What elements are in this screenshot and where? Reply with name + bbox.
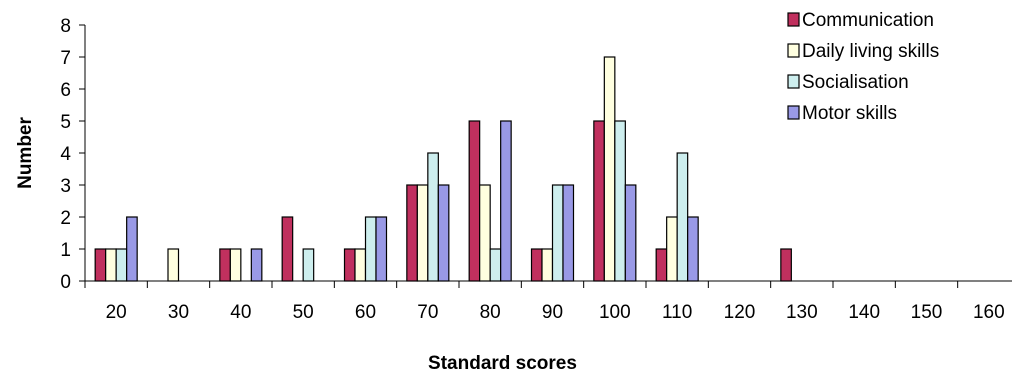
y-tick-label: 4	[60, 144, 71, 165]
bar	[551, 184, 564, 282]
bar	[624, 184, 637, 282]
bar	[603, 56, 616, 282]
bar	[406, 184, 418, 282]
bar	[229, 248, 242, 282]
y-tick-label: 1	[60, 240, 71, 261]
bar	[541, 248, 554, 282]
bar	[666, 216, 678, 282]
bar	[593, 120, 605, 282]
x-tick-label: 30	[168, 302, 189, 323]
x-tick-label: 140	[848, 302, 880, 323]
legend-label: Motor skills	[802, 103, 897, 124]
x-tick-label: 80	[480, 302, 501, 323]
bar	[780, 248, 792, 282]
bar	[302, 248, 315, 282]
legend-label: Communication	[802, 10, 934, 31]
x-tick-label: 40	[230, 302, 251, 323]
legend-swatch	[787, 12, 800, 27]
y-axis-ticks: 0 1 2 3 4 5 6 7 8	[60, 16, 85, 293]
bar	[468, 120, 481, 282]
bar	[479, 184, 491, 282]
y-tick-label: 8	[60, 16, 71, 37]
x-axis-ticks: 20 30 40 50 60 70 80 90 100 110 120 130 140 150 160	[84, 281, 1005, 323]
bar	[437, 184, 450, 282]
bar	[105, 248, 117, 282]
bar	[562, 184, 575, 282]
bar	[126, 216, 138, 282]
y-tick-label: 2	[60, 208, 71, 229]
x-tick-label: 160	[973, 302, 1005, 323]
bar	[614, 120, 626, 282]
legend-swatch	[787, 43, 800, 58]
bar	[489, 248, 502, 282]
y-axis-title: Number	[15, 117, 36, 189]
bar	[167, 248, 180, 282]
bar	[530, 248, 543, 282]
bar	[364, 216, 377, 282]
x-tick-label: 150	[911, 302, 943, 323]
bar	[115, 248, 128, 282]
legend: Communication Daily living skills Socialis…	[787, 10, 939, 124]
x-tick-label: 120	[724, 302, 756, 323]
legend-label: Socialisation	[802, 72, 909, 93]
y-tick-label: 6	[60, 80, 71, 101]
y-tick-label: 7	[60, 48, 71, 69]
bar	[354, 248, 367, 282]
bar	[687, 216, 699, 282]
bar	[416, 184, 429, 282]
bar	[250, 248, 263, 282]
x-tick-label: 100	[599, 302, 631, 323]
x-tick-label: 60	[355, 302, 376, 323]
legend-swatch	[787, 105, 800, 120]
x-tick-label: 70	[417, 302, 438, 323]
y-tick-label: 5	[60, 112, 71, 133]
x-tick-label: 50	[293, 302, 314, 323]
bar	[427, 152, 439, 282]
bar	[281, 216, 294, 282]
x-axis-title: Standard scores	[428, 353, 577, 374]
y-tick-label: 0	[60, 272, 71, 293]
bar	[500, 120, 512, 282]
x-tick-label: 20	[106, 302, 127, 323]
bar	[219, 248, 231, 282]
bar	[94, 248, 107, 282]
legend-label: Daily living skills	[802, 41, 939, 62]
bar	[655, 248, 668, 282]
bar	[343, 248, 356, 282]
x-tick-label: 90	[542, 302, 563, 323]
bar	[375, 216, 388, 282]
bars	[94, 56, 792, 282]
y-tick-label: 3	[60, 176, 71, 197]
bar	[676, 152, 689, 282]
x-tick-label: 110	[662, 302, 692, 323]
x-tick-label: 130	[786, 302, 818, 323]
legend-swatch	[787, 74, 800, 89]
